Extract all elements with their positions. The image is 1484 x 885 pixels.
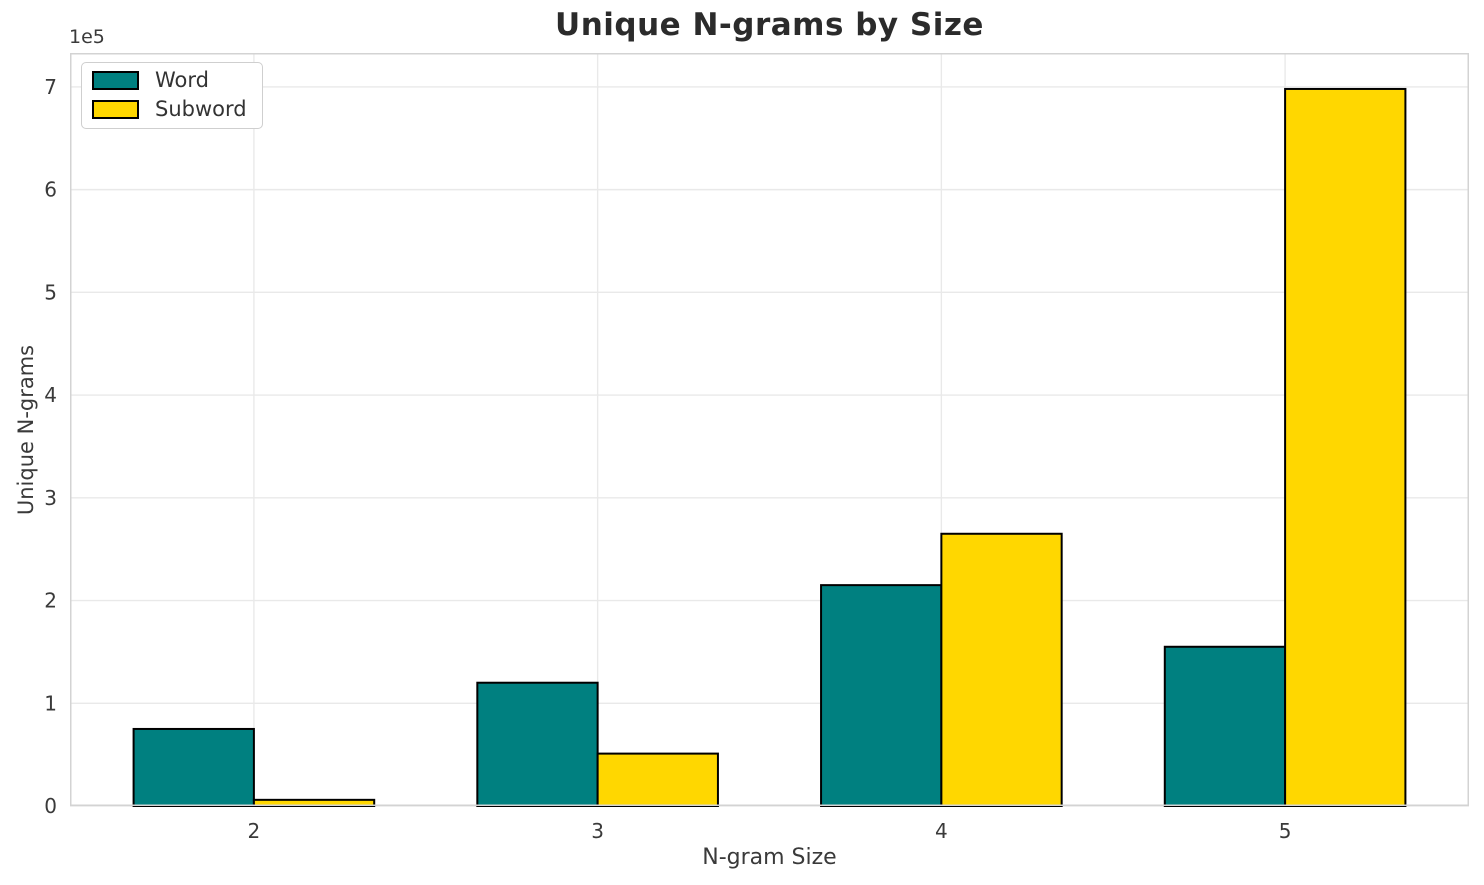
y-axis-offset-label: 1e5	[69, 26, 105, 48]
x-tick-label: 3	[591, 819, 604, 843]
y-tick-label: 1	[44, 691, 57, 715]
x-tick-label: 5	[1279, 819, 1292, 843]
legend-swatch-subword	[92, 100, 139, 119]
bar-word-3	[476, 681, 599, 807]
y-tick-label: 4	[44, 383, 57, 407]
bar-subword-4	[940, 532, 1063, 807]
legend-swatch-word	[92, 71, 139, 90]
y-tick-label: 5	[44, 280, 57, 304]
bar-word-2	[132, 727, 255, 807]
x-tick-label: 2	[248, 819, 261, 843]
legend: Word Subword	[81, 62, 263, 129]
bar-word-4	[820, 584, 943, 807]
y-tick-label: 3	[44, 486, 57, 510]
legend-item-word: Word	[92, 70, 247, 91]
bar-subword-3	[596, 752, 719, 807]
x-axis-label: N-gram Size	[702, 845, 837, 870]
legend-item-subword: Subword	[92, 99, 247, 120]
y-tick-label: 0	[44, 794, 57, 818]
bar-word-5	[1163, 645, 1287, 808]
legend-label-word: Word	[155, 68, 209, 92]
y-axis-label: Unique N-grams	[14, 344, 38, 516]
plot-border	[70, 53, 1469, 806]
y-tick-label: 7	[44, 75, 57, 99]
x-tick-label: 4	[935, 819, 948, 843]
y-tick-label: 2	[44, 589, 57, 613]
y-tick-label: 6	[44, 178, 57, 202]
chart-title: Unique N-grams by Size	[555, 7, 984, 43]
legend-label-subword: Subword	[155, 97, 247, 121]
bar-subword-5	[1284, 87, 1407, 808]
